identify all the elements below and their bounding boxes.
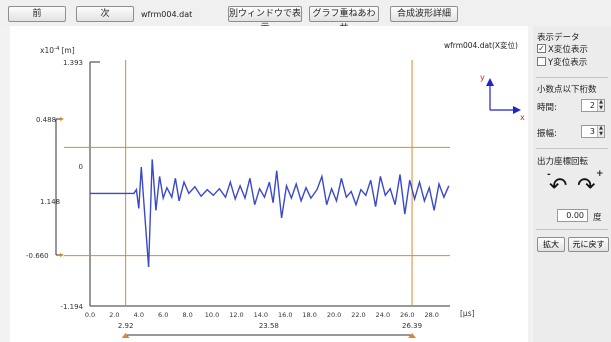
x-tick-label: 10.0 — [205, 311, 219, 319]
y-disp-checkbox[interactable] — [537, 57, 546, 66]
reset-button[interactable]: 元に戻す — [568, 237, 609, 252]
degree-unit-label: 度 — [593, 213, 602, 223]
x-tick-label: 0.0 — [85, 311, 95, 319]
y-unit-label: x10-4 [m] — [40, 46, 75, 55]
display-data-label: 表示データ — [537, 33, 580, 43]
cursor-right-label: 26.39 — [402, 322, 422, 330]
marker-upper-label: 0.488 — [36, 116, 56, 124]
plot-title: wfrm004.dat(X変位) — [444, 40, 518, 50]
x-disp-checkbox[interactable]: ✓ — [537, 44, 546, 53]
spinner-arrows-icon[interactable]: ▲ ▼ — [597, 99, 604, 111]
axis-indicator: y x — [480, 73, 525, 122]
amp-digits-label: 振幅: — [537, 129, 557, 139]
amp-digits-value: 3 — [589, 127, 595, 136]
separate-window-button[interactable]: 別ウィンドウで表示 — [228, 6, 302, 33]
zero-label: 0 — [79, 163, 83, 171]
x-tick-label: 16.0 — [278, 311, 292, 319]
x-tick-label: 18.0 — [302, 311, 316, 319]
cursor-left-label: 2.92 — [118, 322, 134, 330]
rotate-cw-icon[interactable]: ↷ — [577, 174, 596, 199]
axis-indicator-x-label: x — [520, 113, 525, 122]
rotate-output-label: 出力座標回転 — [537, 157, 589, 167]
axis-indicator-y-label: y — [480, 73, 485, 82]
marker-upper-handle[interactable] — [60, 117, 64, 121]
prev-button[interactable]: 前 — [8, 6, 66, 22]
zoom-button[interactable]: 拡大 — [537, 237, 565, 252]
x-tick-label: 6.0 — [158, 311, 168, 319]
axis-indicator-x-arrow — [513, 106, 521, 114]
marker-lower-label: -0.660 — [26, 252, 49, 260]
rotation-angle-input[interactable]: 0.00 — [557, 209, 588, 222]
x-tick-label: 20.0 — [327, 311, 341, 319]
vertical-cursors — [125, 60, 413, 306]
x-tick-label: 24.0 — [376, 311, 390, 319]
y-bottom-label: -1.194 — [60, 303, 83, 311]
toolbar: 前 次 wfrm004.dat 別ウィンドウで表示 グラフ重ねあわせ 合成波形詳… — [0, 0, 611, 33]
x-tick-label: 14.0 — [254, 311, 268, 319]
waveform-plot[interactable]: x10-4 [m] 1.393 -1.194 0 wfrm004.dat(X変位)… — [10, 26, 528, 342]
horizontal-markers — [64, 146, 450, 257]
x-tick-label: 8.0 — [182, 311, 192, 319]
x-tick-labels: 0.0 2.0 4.0 6.0 8.0 10.0 12.0 14.0 16.0 18.0 20.0 2… — [85, 311, 439, 319]
filename-label: wfrm004.dat — [141, 10, 193, 19]
decimal-places-label: 小数点以下桁数 — [537, 85, 597, 95]
x-unit-label: [μs] — [460, 309, 475, 318]
control-panel: 表示データ ✓ X変位表示 Y変位表示 小数点以下桁数 時間: 2 ▲ ▼ 振幅: … — [533, 26, 611, 342]
time-digits-label: 時間: — [537, 103, 557, 113]
separator — [536, 148, 608, 149]
rotate-plus-sign: + — [596, 169, 604, 179]
x-tick-label: 12.0 — [229, 311, 243, 319]
marker-lower-handle[interactable] — [60, 253, 64, 257]
separator — [536, 77, 608, 78]
x-disp-label: X変位表示 — [548, 45, 588, 55]
rotate-minus-sign: - — [547, 170, 551, 180]
waveform-line — [90, 159, 450, 268]
rotate-ccw-icon[interactable]: ↶ — [549, 174, 568, 199]
x-tick-label: 22.0 — [351, 311, 365, 319]
time-digits-value: 2 — [589, 101, 595, 110]
separator — [536, 229, 608, 230]
amp-digits-spinner[interactable]: 3 ▲ ▼ — [581, 125, 605, 138]
cursor-left-handle[interactable] — [121, 333, 130, 338]
x-tick-label: 4.0 — [134, 311, 144, 319]
y-disp-label: Y変位表示 — [548, 58, 588, 68]
axis-indicator-y-arrow — [486, 78, 494, 86]
cursor-span-label: 23.58 — [259, 322, 279, 330]
overlay-graph-button[interactable]: グラフ重ねあわせ — [309, 6, 379, 33]
composite-detail-button[interactable]: 合成波形詳細 — [390, 6, 458, 22]
cursor-right-handle[interactable] — [408, 333, 417, 338]
y-top-label: 1.393 — [63, 59, 83, 67]
spinner-arrows-icon[interactable]: ▲ ▼ — [597, 125, 604, 137]
next-button[interactable]: 次 — [76, 6, 134, 22]
plot-svg: x10-4 [m] 1.393 -1.194 0 wfrm004.dat(X変位)… — [26, 40, 525, 338]
marker-span-label: 1.148 — [40, 198, 60, 206]
x-tick-label: 26.0 — [400, 311, 414, 319]
x-tick-label: 2.0 — [109, 311, 119, 319]
x-tick-label: 28.0 — [424, 311, 438, 319]
time-digits-spinner[interactable]: 2 ▲ ▼ — [581, 99, 605, 112]
